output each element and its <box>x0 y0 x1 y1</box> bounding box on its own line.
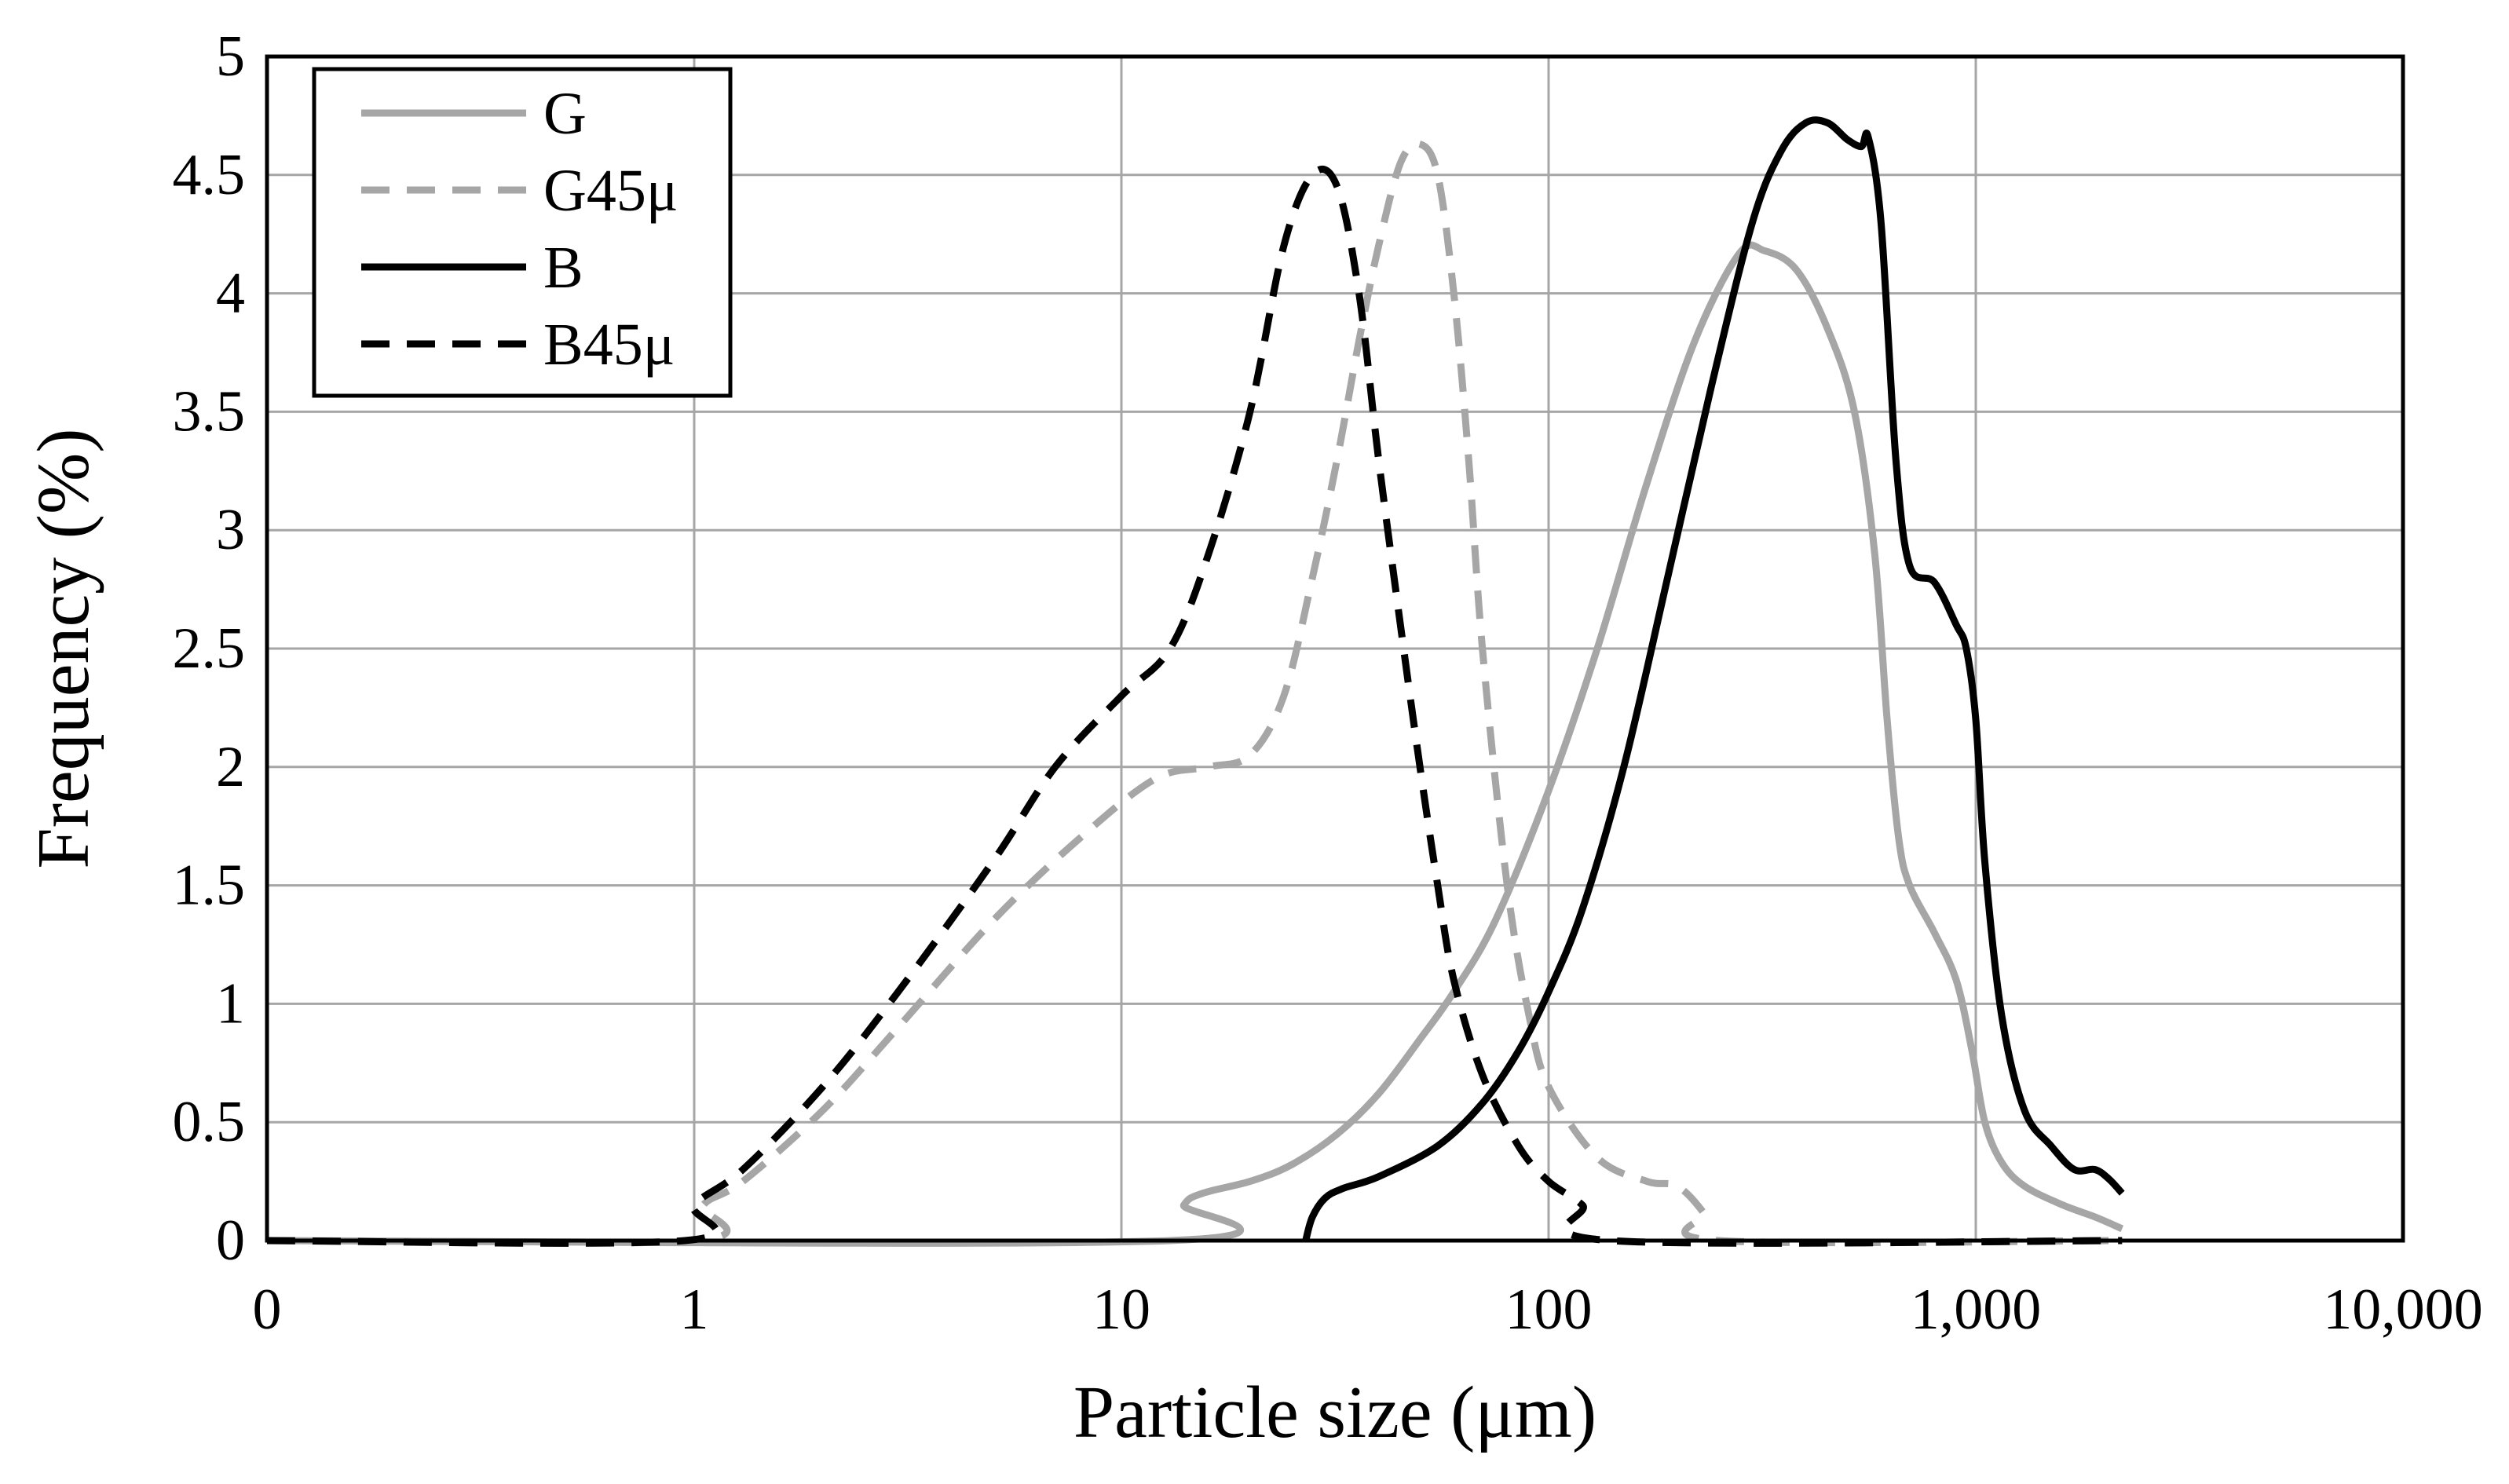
x-axis-ticks: 0 1 10 100 1,000 10,000 <box>253 1277 2483 1342</box>
plot-area-frame <box>265 54 2405 1243</box>
series-line-b <box>1302 116 2125 1242</box>
y-tick-label: 2 <box>216 735 245 799</box>
legend-label: B45μ <box>543 312 675 378</box>
x-tick-label: 100 <box>1505 1277 1593 1342</box>
x-tick-label: 10 <box>1092 1277 1150 1342</box>
y-tick-label: 0.5 <box>173 1090 246 1154</box>
legend-label: B <box>543 235 583 301</box>
y-tick-label: 4 <box>216 261 245 326</box>
y-tick-label: 1.5 <box>173 853 246 918</box>
x-axis-title: Particle size (μm) <box>1073 1372 1596 1453</box>
y-tick-label: 0 <box>216 1208 245 1273</box>
y-axis-ticks: 0 0.5 1 1.5 2 2.5 3 3.5 4 4.5 5 <box>173 24 246 1273</box>
y-tick-label: 4.5 <box>173 143 246 207</box>
y-axis-title: Frequency (%) <box>23 428 104 868</box>
series-line-g <box>266 241 2124 1247</box>
series-line-b45 <box>266 165 2123 1247</box>
y-tick-label: 2.5 <box>173 616 246 681</box>
y-tick-label: 1 <box>216 971 245 1036</box>
y-tick-label: 3.5 <box>173 379 246 444</box>
legend-label: G <box>543 81 587 147</box>
x-tick-label: 1,000 <box>1911 1277 2042 1342</box>
x-tick-label: 1 <box>680 1277 709 1342</box>
x-tick-label: 0 <box>253 1277 282 1342</box>
series-layer <box>266 116 2125 1247</box>
y-tick-label: 3 <box>216 498 245 562</box>
x-tick-label: 10,000 <box>2323 1277 2483 1342</box>
legend: G G45μ B B45μ <box>312 67 733 398</box>
y-tick-label: 5 <box>216 24 245 89</box>
series-line-g45 <box>266 140 2123 1247</box>
legend-label: G45μ <box>543 158 678 224</box>
